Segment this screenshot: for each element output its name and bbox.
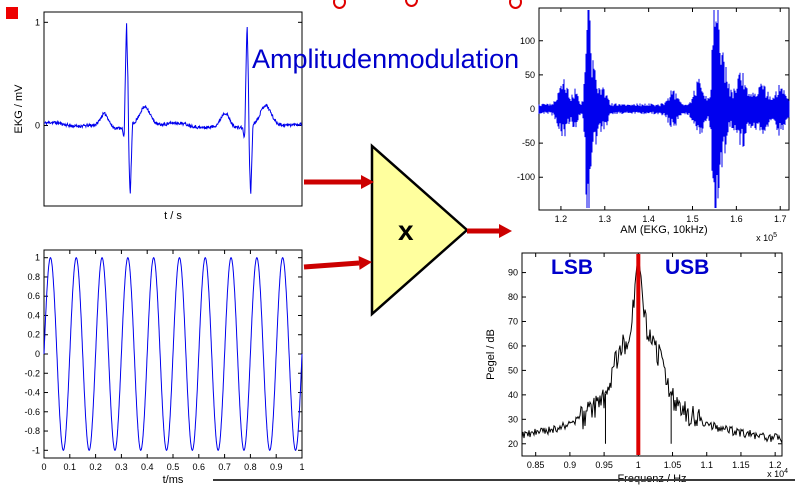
y-tick-label: 30 xyxy=(508,414,518,424)
am-waveform xyxy=(538,10,790,208)
y-tick-label: 100 xyxy=(520,36,535,46)
x-tick-label: 0.4 xyxy=(141,462,154,472)
clipped-text-fragment xyxy=(509,0,522,9)
x-tick-label: 1.7 xyxy=(774,214,787,224)
axes-box xyxy=(43,11,303,207)
x-tick-label: 1.1 xyxy=(700,460,713,470)
x-tick-label: 1.3 xyxy=(599,214,612,224)
multiplier-symbol: x xyxy=(398,215,414,246)
axis-scale-note: x 105 xyxy=(756,232,777,243)
x-tick-label: 0.7 xyxy=(218,462,231,472)
y-tick-label: 0.8 xyxy=(27,272,40,282)
spectrum-plot: 0.85 0.9 0.95 1 1.05 1.1 1.15 1.2 20 30 40 50 60 70 80… xyxy=(485,252,788,485)
x-tick-label: 1.05 xyxy=(664,460,682,470)
y-tick-label: 60 xyxy=(508,341,518,351)
x-tick-label: 0.2 xyxy=(89,462,102,472)
axis-scale-note: x 104 xyxy=(767,468,788,479)
x-tick-label: 0.85 xyxy=(527,460,545,470)
y-axis-label: EKG / mV xyxy=(13,84,25,134)
x-tick-label: 1.5 xyxy=(686,214,699,224)
y-tick-label: 0 xyxy=(530,104,535,114)
x-tick-label: 1.15 xyxy=(732,460,750,470)
x-tick-label: 1 xyxy=(299,462,304,472)
carrier-plot: 0 0.1 0.2 0.3 0.4 0.5 0.6 0.7 0.8 0.9 1 1 0.8 0.6 0.4 0… xyxy=(24,249,305,486)
multiplier-block: x xyxy=(370,143,469,317)
y-tick-label: 90 xyxy=(508,268,518,278)
x-axis-label: t / s xyxy=(164,210,182,222)
y-tick-label: 50 xyxy=(525,70,535,80)
y-tick-label: 0.2 xyxy=(27,330,40,340)
y-tick-label: -50 xyxy=(522,138,535,148)
y-tick-label: 50 xyxy=(508,365,518,375)
y-tick-label: 0.6 xyxy=(27,291,40,301)
multiplier-triangle xyxy=(370,143,469,317)
signal-arrow-shaft xyxy=(303,260,360,270)
x-axis-label: t/ms xyxy=(163,474,184,486)
x-tick-label: 0 xyxy=(41,462,46,472)
y-tick-label: -0.6 xyxy=(24,407,40,417)
x-tick-label: 0.8 xyxy=(244,462,257,472)
am-plot: 1.2 1.3 1.4 1.5 1.6 1.7 100 50 0 -50 -100 AM (EKG, … xyxy=(517,7,790,243)
x-tick-label: 0.6 xyxy=(193,462,206,472)
lsb-label: LSB xyxy=(551,256,593,279)
clipped-text-fragment xyxy=(333,0,346,9)
clipped-text-fragment xyxy=(405,0,418,7)
y-tick-label: 1 xyxy=(35,253,40,263)
y-tick-label: -100 xyxy=(517,172,535,182)
y-tick-label: 1 xyxy=(35,17,40,27)
x-tick-label: 0.9 xyxy=(564,460,577,470)
x-tick-label: 0.3 xyxy=(115,462,128,472)
y-axis-label: Pegel / dB xyxy=(485,329,497,380)
page-title: Amplitudenmodulation xyxy=(252,44,520,74)
x-tick-label: 1.4 xyxy=(642,214,655,224)
y-tick-label: -0.8 xyxy=(24,426,40,436)
x-tick-label: 1.6 xyxy=(730,214,743,224)
y-tick-label: 0 xyxy=(35,349,40,359)
y-tick-label: 20 xyxy=(508,439,518,449)
bottom-divider xyxy=(213,479,795,481)
y-tick-label: 40 xyxy=(508,390,518,400)
y-tick-label: 80 xyxy=(508,292,518,302)
y-tick-label: 70 xyxy=(508,316,518,326)
spectrum-curve xyxy=(521,260,783,444)
y-tick-label: 0 xyxy=(35,121,40,131)
slide-bullet xyxy=(6,7,18,19)
x-tick-label: 0.95 xyxy=(595,460,613,470)
x-tick-label: 0.5 xyxy=(167,462,180,472)
carrier-waveform xyxy=(43,257,303,451)
x-axis-label: AM (EKG, 10kHz) xyxy=(620,224,707,236)
y-tick-label: -1 xyxy=(32,445,40,455)
x-tick-label: 1 xyxy=(636,460,641,470)
usb-label: USB xyxy=(665,256,710,279)
x-tick-label: 1.2 xyxy=(555,214,568,224)
ekg-waveform xyxy=(43,23,303,194)
y-tick-label: 0.4 xyxy=(27,310,40,320)
axes-box xyxy=(521,252,783,457)
ekg-plot: 0 1 t / s EKG / mV xyxy=(13,11,303,222)
x-tick-label: 0.9 xyxy=(270,462,283,472)
y-tick-label: -0.2 xyxy=(24,368,40,378)
y-tick-label: -0.4 xyxy=(24,388,40,398)
x-tick-label: 0.1 xyxy=(64,462,77,472)
x-tick-label: 1.2 xyxy=(769,460,782,470)
